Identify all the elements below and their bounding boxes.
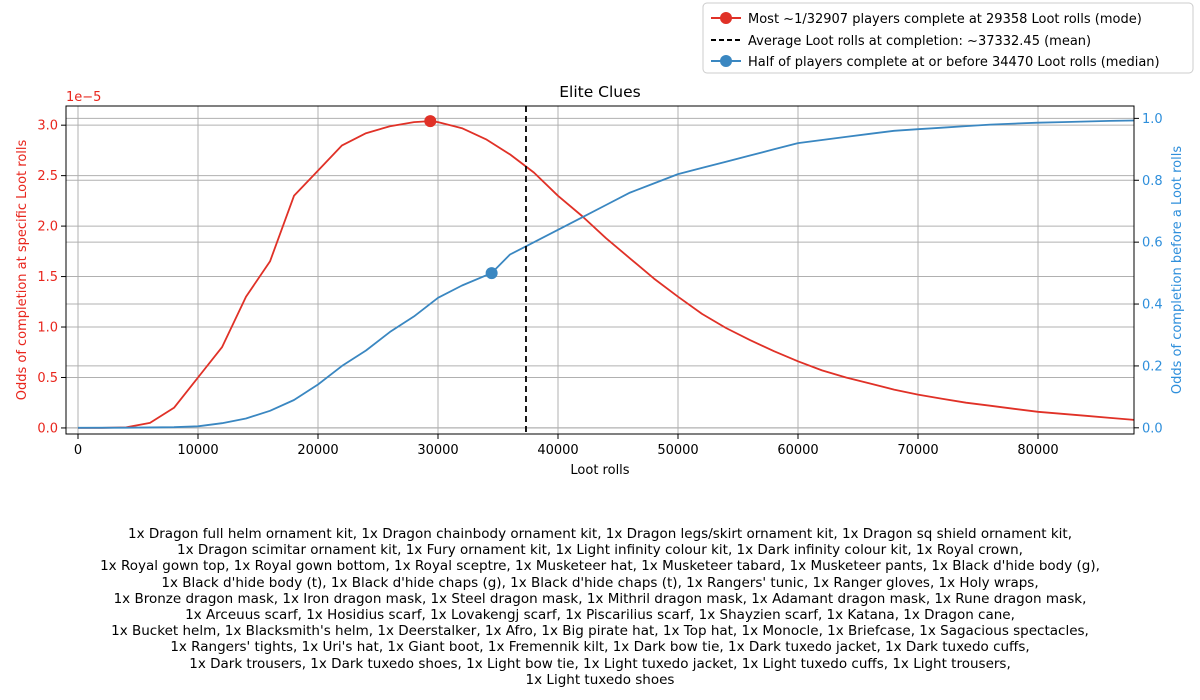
y-left-tick-label: 2.0	[37, 220, 58, 235]
footer-line: 1x Dragon scimitar ornament kit, 1x Fury…	[177, 542, 1023, 559]
x-tick-label: 50000	[657, 443, 698, 458]
footer-line: 1x Light tuxedo shoes	[525, 671, 675, 688]
series-layer	[77, 106, 1135, 434]
y-right-tick-label: 0.6	[1142, 236, 1163, 251]
y-left-tick-label: 2.5	[37, 169, 58, 184]
legend-marker-icon	[720, 12, 732, 24]
legend: Most ~1/32907 players complete at 29358 …	[702, 2, 1194, 74]
x-tick-label: 80000	[1017, 443, 1058, 458]
mode-marker	[424, 115, 437, 128]
legend-marker-icon	[720, 55, 732, 67]
plot-frame	[65, 105, 1135, 435]
y-left-tick-label: 0.0	[37, 421, 58, 436]
footer-line: 1x Bucket helm, 1x Blacksmith's helm, 1x…	[111, 623, 1089, 640]
reward-items-list: 1x Dragon full helm ornament kit, 1x Dra…	[0, 526, 1200, 688]
x-tick-label: 20000	[297, 443, 338, 458]
footer-line: 1x Royal gown top, 1x Royal gown bottom,…	[100, 558, 1100, 575]
legend-label-mean: Average Loot rolls at completion: ~37332…	[748, 34, 1091, 49]
x-tick-label: 10000	[177, 443, 218, 458]
axes: 0 10000 20000 30000 40000 50000 60000 70000 8000…	[37, 112, 1162, 458]
y-left-tick-label: 1.5	[37, 270, 58, 285]
y-axis-left-multiplier: 1e−5	[66, 90, 101, 105]
completion-chart: 0 10000 20000 30000 40000 50000 60000 70000 8000…	[15, 2, 1194, 478]
chart-title: Elite Clues	[559, 83, 641, 101]
y-right-tick-label: 0.0	[1142, 421, 1163, 436]
pmf-line	[78, 120, 1135, 429]
footer-line: 1x Black d'hide body (t), 1x Black d'hid…	[161, 574, 1039, 591]
x-tick-label: 60000	[777, 443, 818, 458]
y-right-tick-label: 0.4	[1142, 298, 1163, 313]
x-tick-label: 0	[74, 443, 82, 458]
y-left-tick-label: 0.5	[37, 371, 58, 386]
footer-line: 1x Dark trousers, 1x Dark tuxedo shoes, …	[189, 655, 1011, 672]
legend-item-median: Half of players complete at or before 34…	[711, 55, 1160, 70]
legend-label-mode: Most ~1/32907 players complete at 29358 …	[748, 12, 1142, 27]
footer-line: 1x Bronze dragon mask, 1x Iron dragon ma…	[113, 590, 1087, 607]
y-right-tick-label: 0.2	[1142, 359, 1163, 374]
footer-line: 1x Arceuus scarf, 1x Hosidius scarf, 1x …	[185, 607, 1015, 624]
x-tick-label: 30000	[417, 443, 458, 458]
footer-line: 1x Rangers' tights, 1x Uri's hat, 1x Gia…	[170, 639, 1030, 656]
y-left-tick-label: 3.0	[37, 119, 58, 134]
legend-item-mean: Average Loot rolls at completion: ~37332…	[711, 34, 1091, 49]
y-axis-left-label: Odds of completion at specific Loot roll…	[15, 139, 30, 400]
y-right-tick-label: 1.0	[1142, 112, 1163, 127]
x-axis-label: Loot rolls	[570, 463, 629, 478]
y-left-tick-label: 1.0	[37, 321, 58, 336]
legend-label-median: Half of players complete at or before 34…	[748, 55, 1160, 70]
footer-line: 1x Dragon full helm ornament kit, 1x Dra…	[127, 526, 1073, 542]
cdf-line	[77, 119, 1135, 429]
median-marker	[485, 267, 498, 280]
y-axis-right-label: Odds of completion before a Loot rolls	[1170, 146, 1185, 394]
legend-frame	[702, 2, 1194, 74]
legend-item-mode: Most ~1/32907 players complete at 29358 …	[711, 12, 1142, 27]
x-tick-label: 70000	[897, 443, 938, 458]
y-right-tick-label: 0.8	[1142, 174, 1163, 189]
grid	[66, 106, 1134, 434]
x-tick-label: 40000	[537, 443, 578, 458]
